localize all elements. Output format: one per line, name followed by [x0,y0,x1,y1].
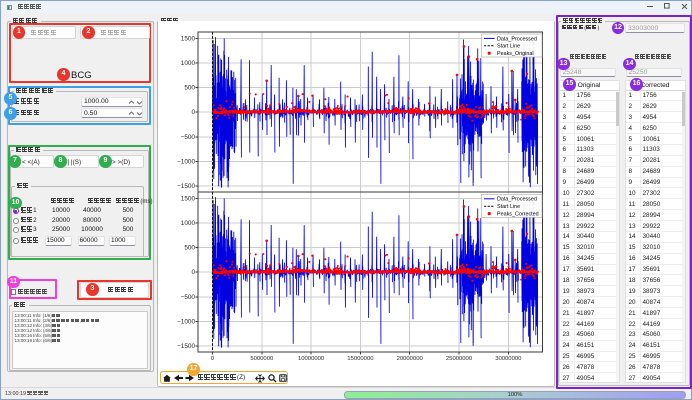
svg-text:500: 500 [184,85,195,92]
svg-text:−1500: −1500 [177,183,195,190]
svg-text:20000000: 20000000 [397,356,424,362]
svg-text:−1000: −1000 [177,318,195,325]
svg-text:1500: 1500 [181,196,196,203]
svg-text:0: 0 [191,109,195,116]
svg-text:Data_Processed: Data_Processed [497,36,537,42]
svg-text:−1500: −1500 [177,343,195,350]
svg-text:30000000: 30000000 [495,356,522,362]
svg-text:Start Line: Start Line [497,44,520,50]
svg-text:Data_Processed: Data_Processed [497,197,537,203]
svg-text:0: 0 [211,356,215,362]
svg-text:1500: 1500 [181,36,196,43]
svg-text:−500: −500 [181,294,196,301]
svg-text:500: 500 [184,245,195,252]
svg-text:−1000: −1000 [177,158,195,165]
svg-text:1000: 1000 [181,60,196,67]
svg-text:5000000: 5000000 [250,356,274,362]
svg-text:Start Line: Start Line [497,204,520,210]
svg-text:Peaks_Original: Peaks_Original [497,51,534,57]
svg-text:15000000: 15000000 [347,356,374,362]
svg-text:0: 0 [191,269,195,276]
svg-text:−500: −500 [181,134,196,141]
svg-text:25000000: 25000000 [446,356,473,362]
svg-text:10000000: 10000000 [298,356,325,362]
svg-text:1000: 1000 [181,220,196,227]
svg-text:Peaks_Corrected: Peaks_Corrected [497,212,539,218]
